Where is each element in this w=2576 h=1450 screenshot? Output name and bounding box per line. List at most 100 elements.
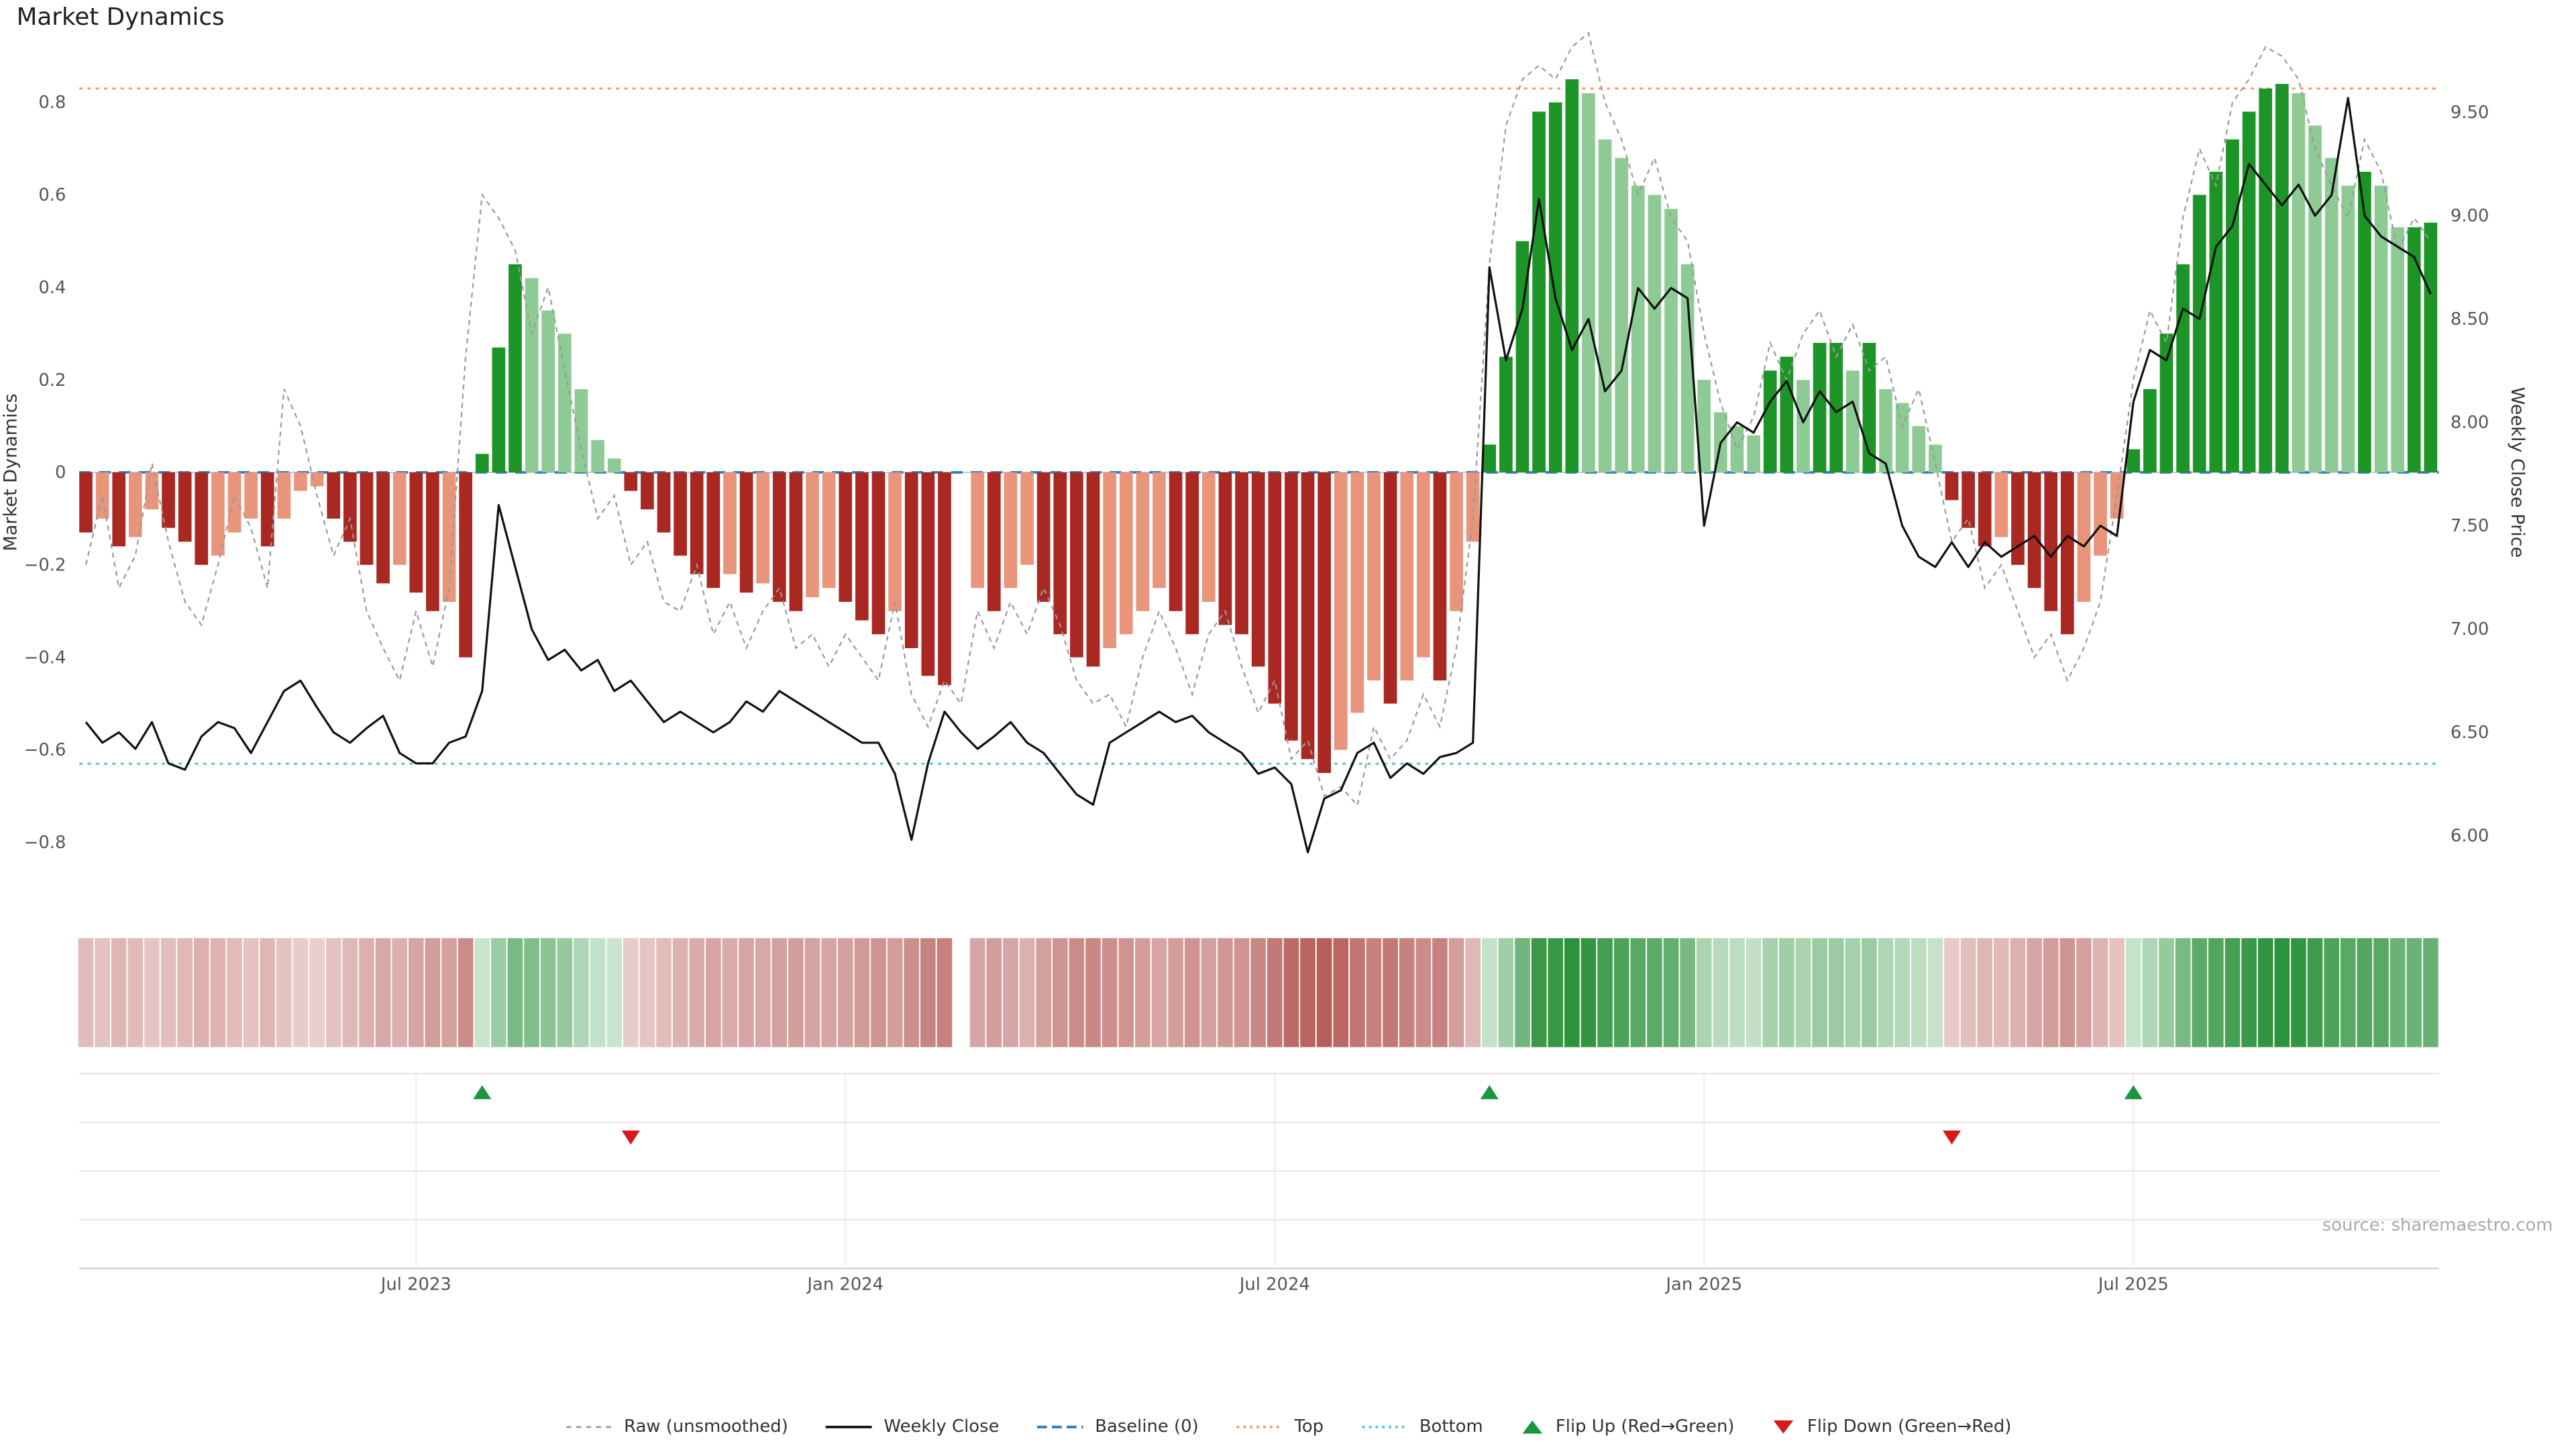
legend-item: Raw (unsmoothed)	[565, 1417, 788, 1437]
heatmap-cell	[1168, 938, 1183, 1047]
heatmap-cell	[1415, 938, 1432, 1047]
heatmap-cell	[2423, 938, 2438, 1047]
dynamics-bar	[1697, 380, 1711, 472]
dynamics-bar	[2424, 222, 2438, 472]
heatmap-cell	[1218, 938, 1233, 1047]
dynamics-bar	[1301, 472, 1315, 760]
dynamics-bar	[1318, 472, 1331, 773]
dynamics-bar	[591, 439, 604, 472]
dynamics-bar	[277, 472, 291, 519]
heatmap-cell	[706, 938, 721, 1047]
heatmap-cell	[986, 938, 1002, 1047]
heatmap-cell	[1201, 938, 1217, 1047]
heatmap-cell	[359, 938, 374, 1047]
dynamics-bar	[690, 472, 704, 574]
dynamics-bar	[145, 472, 159, 510]
flip-up-marker	[473, 1085, 492, 1100]
dynamics-bar	[1747, 435, 1760, 472]
dynamics-bar	[475, 454, 489, 472]
heatmap-cell	[2357, 938, 2373, 1047]
dynamics-bar	[921, 472, 935, 676]
heatmap-cell	[2159, 938, 2174, 1047]
heatmap-cell	[1564, 938, 1580, 1047]
heatmap-cell	[1828, 938, 1844, 1047]
dynamics-bar	[1400, 472, 1414, 681]
heatmap-cell	[1316, 938, 1332, 1047]
flip-down-icon	[1774, 1420, 1794, 1434]
dynamics-bar	[1532, 111, 1546, 472]
heatmap-cell	[2291, 938, 2306, 1047]
heatmap-cell	[574, 938, 589, 1047]
heatmap-cell	[1613, 938, 1629, 1047]
dynamics-bar	[1615, 158, 1629, 472]
heatmap-cell	[1894, 938, 1910, 1047]
dynamics-bar	[2127, 449, 2141, 472]
heatmap-cell	[325, 938, 341, 1047]
dynamics-bar	[839, 472, 853, 602]
dynamics-bar	[1780, 356, 1794, 472]
heatmap-cell	[111, 938, 127, 1047]
heatmap-cell	[1680, 938, 1695, 1047]
dynamics-bar	[1285, 472, 1298, 741]
dynamics-bar	[1829, 343, 1843, 472]
y-left-tick-label: 0.6	[38, 185, 66, 205]
dynamics-bar	[1879, 389, 1892, 472]
heatmap-cell	[771, 938, 788, 1047]
dynamics-bar	[2308, 125, 2322, 472]
heatmap-cell	[458, 938, 474, 1047]
heatmap-cell	[969, 938, 985, 1047]
heatmap-cell	[1663, 938, 1679, 1047]
dynamics-bar	[1053, 472, 1067, 635]
dynamics-bar	[806, 472, 819, 598]
heatmap-cell	[1283, 938, 1299, 1047]
heatmap-cell	[1994, 938, 2009, 1047]
legend-label: Bottom	[1419, 1416, 1483, 1437]
heatmap-cell	[1333, 938, 1349, 1047]
heatmap-cell	[1812, 938, 1827, 1047]
heatmap-cell	[672, 938, 688, 1047]
heatmap-cell	[1878, 938, 1894, 1047]
dynamics-bar	[756, 472, 770, 584]
dynamics-bar	[2259, 88, 2273, 472]
heatmap-cell	[408, 938, 424, 1047]
y-right-tick-label: 9.00	[2451, 206, 2489, 226]
dynamics-bar	[1004, 472, 1018, 588]
heatmap-cell	[689, 938, 705, 1047]
heatmap-cell	[1366, 938, 1382, 1047]
flip-down-marker	[1942, 1130, 1962, 1145]
dynamics-bar	[2358, 171, 2371, 472]
dynamics-bar	[1235, 472, 1248, 635]
y-right-tick-label: 9.50	[2451, 103, 2489, 123]
dynamics-bar	[987, 472, 1001, 611]
heatmap-cell	[1250, 938, 1266, 1047]
dynamics-bar	[739, 472, 753, 593]
dynamics-bar	[1152, 472, 1166, 588]
heatmap-cell	[2109, 938, 2125, 1047]
heatmap-cell	[1102, 938, 1118, 1047]
dynamics-bar	[79, 472, 93, 533]
dynamics-bar	[162, 472, 175, 528]
dynamics-bar	[1185, 472, 1199, 635]
heatmap-cell	[177, 938, 193, 1047]
dynamics-bar	[607, 458, 621, 472]
dynamics-bar	[2060, 472, 2074, 635]
heatmap-cell	[1515, 938, 1530, 1047]
dynamics-bar	[1268, 472, 1282, 704]
heatmap-cell	[309, 938, 325, 1047]
heatmap-cell	[1779, 938, 1794, 1047]
heatmap-cell	[788, 938, 804, 1047]
dynamics-bar	[2374, 185, 2388, 472]
heatmap-cell	[1498, 938, 1514, 1047]
dynamics-bar	[1730, 426, 1744, 472]
y-left-tick-label: −0.8	[24, 833, 66, 853]
dynamics-bar	[1664, 209, 1678, 472]
heatmap-cell	[1597, 938, 1613, 1047]
heatmap-cell	[887, 938, 903, 1047]
heatmap-cell	[342, 938, 358, 1047]
dynamics-bar	[1796, 380, 1810, 472]
dynamics-bar	[1251, 472, 1265, 667]
weekly-close-line	[85, 97, 2432, 853]
y-right-tick-label: 8.50	[2451, 309, 2489, 329]
dynamics-bar	[1499, 356, 1513, 472]
heatmap-cell	[127, 938, 144, 1047]
